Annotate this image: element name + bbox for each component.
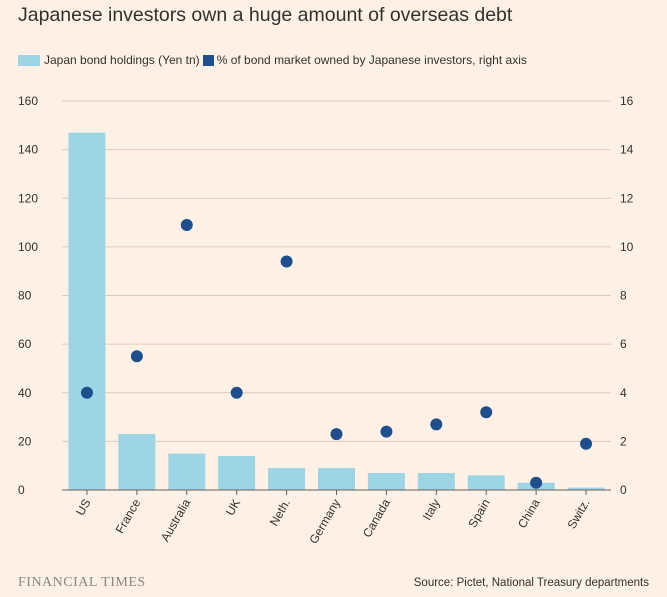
bar [118,434,156,490]
y-left-tick-label: 20 [18,434,32,448]
y-left-tick-label: 80 [18,289,32,303]
x-tick-label: China [515,496,543,530]
bar [68,132,106,490]
x-tick-label: Germany [306,497,343,547]
bar [417,472,455,490]
x-tick-label: Canada [360,496,393,540]
chart-title: Japanese investors own a huge amount of … [18,4,513,26]
ft-logo: FINANCIAL TIMES [18,575,146,590]
y-left-tick-label: 100 [18,240,38,254]
bar [367,472,405,490]
x-tick-label: UK [223,497,243,518]
chart-legend: Japan bond holdings (Yen tn) % of bond m… [18,53,527,67]
y-left-tick-label: 40 [18,386,32,400]
y-left-tick-label: 60 [18,337,32,351]
y-right-tick-label: 0 [620,483,627,497]
bar [168,453,206,490]
bar [567,487,605,490]
scatter-point [230,386,243,399]
scatter-point [530,476,543,489]
legend-label-bars: Japan bond holdings (Yen tn) [44,53,200,67]
y-left-tick-label: 0 [18,483,25,497]
x-tick-label: France [113,496,144,536]
scatter-point [330,428,343,441]
bar [268,468,306,490]
y-right-tick-label: 14 [620,143,634,157]
y-right-tick-label: 4 [620,386,627,400]
y-right-tick-label: 6 [620,337,627,351]
x-tick-label: US [73,497,93,518]
source-note: Source: Pictet, National Treasury depart… [413,577,649,589]
bar [467,475,505,490]
x-tick-label: Spain [465,497,492,531]
y-left-tick-label: 140 [18,143,38,157]
bar [218,455,256,490]
scatter-point [380,425,393,438]
legend-swatch-bars [18,54,40,66]
legend-swatch-dots [202,54,214,66]
x-tick-label: Australia [158,496,194,544]
y-right-tick-label: 16 [620,94,634,108]
scatter-point [580,437,593,450]
y-left-tick-label: 120 [18,191,38,205]
y-left-tick-label: 160 [18,94,38,108]
bar [318,468,355,490]
y-right-tick-label: 2 [620,434,627,448]
scatter-point [480,406,493,419]
x-tick-label: Neth. [267,497,293,529]
y-right-tick-label: 10 [620,240,634,254]
y-right-tick-label: 12 [620,191,634,205]
x-tick-label: Switz. [565,497,593,532]
y-right-tick-label: 8 [620,289,627,303]
scatter-point [80,386,93,399]
scatter-point [430,418,443,431]
scatter-point [280,255,293,268]
scatter-point [180,218,193,231]
x-tick-label: Italy [420,497,443,523]
scatter-point [130,350,143,363]
legend-label-dots: % of bond market owned by Japanese inves… [216,53,527,67]
